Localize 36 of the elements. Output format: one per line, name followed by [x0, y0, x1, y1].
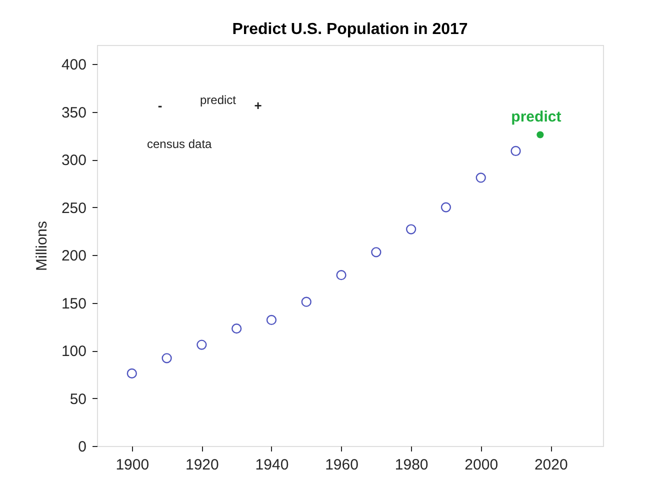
- point: [126, 368, 137, 378]
- y-tick-label: 50: [70, 390, 86, 408]
- annotation: census data: [147, 137, 212, 151]
- point: [232, 324, 242, 334]
- annotation: -: [158, 98, 162, 113]
- y-tick-label: 200: [61, 248, 86, 265]
- point: [266, 314, 277, 326]
- x-tick-label: 1960: [325, 456, 358, 474]
- y-tick-label: 350: [61, 104, 86, 122]
- y-axis-title: Millions: [33, 220, 50, 272]
- point: [336, 270, 346, 280]
- y-tick-label: 150: [61, 295, 86, 312]
- x-tick-label: 1920: [186, 456, 219, 474]
- x-tick-label: 1900: [116, 456, 150, 474]
- point: [476, 172, 486, 183]
- annotation: predict: [200, 93, 237, 107]
- y-tick-label: 300: [61, 152, 86, 170]
- y-tick-label: 0: [78, 438, 86, 456]
- x-tick-label: 2000: [464, 456, 498, 474]
- point: [196, 340, 207, 350]
- y-tick-label: 250: [61, 200, 86, 217]
- x-tick-label: 1980: [394, 456, 428, 474]
- point: [301, 296, 312, 307]
- y-tick-label: 400: [61, 56, 86, 74]
- annotation: predict: [511, 108, 562, 126]
- point: [162, 353, 172, 364]
- point: [371, 247, 382, 258]
- point: [510, 146, 521, 156]
- annotation: +: [254, 98, 262, 113]
- chart-title: Predict U.S. Population in 2017: [232, 21, 468, 38]
- x-tick-label: 1940: [255, 456, 289, 474]
- point: [406, 224, 416, 234]
- y-tick-label: 100: [61, 343, 86, 360]
- point: [440, 202, 452, 212]
- x-tick-label: 2020: [534, 456, 568, 474]
- point: [536, 131, 544, 138]
